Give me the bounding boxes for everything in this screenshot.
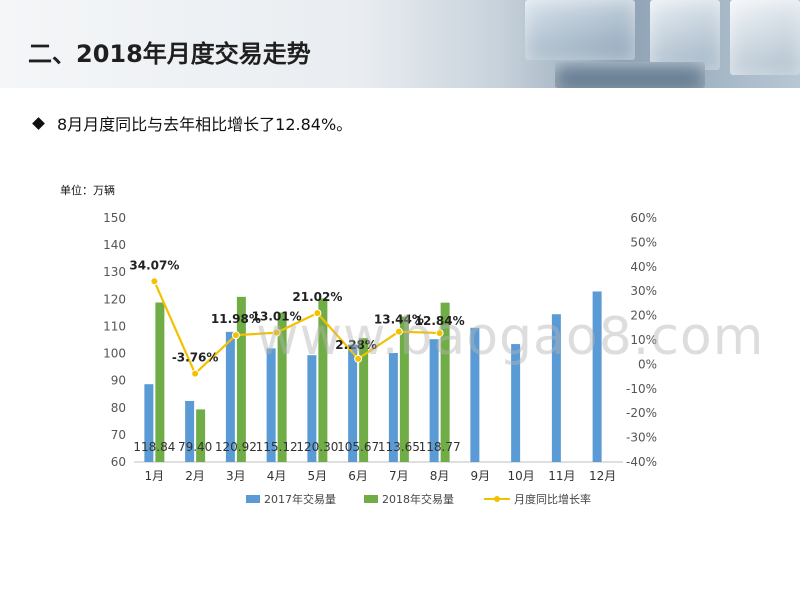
growth-value-label: 21.02% <box>292 290 342 304</box>
right-axis-tick-label: 50% <box>630 235 657 249</box>
x-axis-tick-label: 3月 <box>226 469 246 483</box>
x-axis-tick-label: 6月 <box>348 469 368 483</box>
growth-line <box>153 280 440 376</box>
bullet-text: 8月月度同比与去年相比增长了12.84%。 <box>57 115 353 134</box>
bar-2017 <box>307 355 317 462</box>
growth-point <box>435 329 444 338</box>
left-axis-tick-label: 140 <box>103 238 126 252</box>
bar-value-label: 120.30 <box>296 440 338 454</box>
legend-label: 2018年交易量 <box>382 492 454 506</box>
x-axis-tick-label: 4月 <box>267 469 287 483</box>
chart-container: 60 70 80 90 100 110 120 130 140 150 -40% -30% -20% -1… <box>96 200 676 522</box>
legend-label: 月度同比增长率 <box>514 492 591 506</box>
x-axis-tick-label: 12月 <box>589 469 616 483</box>
legend-swatch <box>246 495 260 503</box>
right-axis-tick-label: 20% <box>630 309 657 323</box>
right-axis-tick-label: 0% <box>638 357 657 371</box>
left-axis-tick-label: 70 <box>111 428 126 442</box>
bar-2017 <box>470 327 480 462</box>
bar-2017 <box>266 348 276 462</box>
right-axis-tick-label: 10% <box>630 333 657 347</box>
x-axis-tick-label: 8月 <box>430 469 450 483</box>
bar-2018 <box>399 316 409 462</box>
left-axis-tick-label: 150 <box>103 211 126 225</box>
bar-2017 <box>348 344 358 462</box>
bar-2017 <box>225 331 235 462</box>
right-axis-tick-label: 40% <box>630 260 657 274</box>
bar-2018 <box>318 298 328 462</box>
x-axis-tick-label: 10月 <box>507 469 534 483</box>
unit-label: 单位：万辆 <box>60 184 115 197</box>
bar-value-label: 118.84 <box>133 440 175 454</box>
bar-2018 <box>440 302 450 462</box>
right-axis-tick-label: -30% <box>626 431 657 445</box>
growth-value-label: 34.07% <box>129 258 179 272</box>
decor-cube <box>525 0 635 60</box>
right-axis-tick-label: -20% <box>626 406 657 420</box>
bar-value-label: 115.12 <box>256 440 298 454</box>
growth-value-label: 12.84% <box>415 314 465 328</box>
bar-value-label: 105.67 <box>337 440 379 454</box>
decor-cube <box>555 62 705 88</box>
bar-2018 <box>196 409 206 462</box>
growth-value-label: 13.44% <box>374 313 424 327</box>
right-axis-tick-label: 30% <box>630 284 657 298</box>
growth-value-label: 11.98% <box>211 312 261 326</box>
growth-point <box>354 354 363 363</box>
right-axis-tick-label: -10% <box>626 382 657 396</box>
x-axis-tick-label: 11月 <box>548 469 575 483</box>
legend-label: 2017年交易量 <box>264 492 336 506</box>
bar-2017 <box>144 384 154 462</box>
bar-2017 <box>388 353 398 462</box>
growth-value-label: 2.28% <box>335 338 377 352</box>
growth-point <box>313 309 322 318</box>
bar-2018 <box>236 296 246 462</box>
growth-point <box>394 327 403 336</box>
x-axis-tick-label: 9月 <box>471 469 491 483</box>
legend-swatch-marker <box>494 496 500 502</box>
bar-2017 <box>592 291 602 462</box>
bar-value-label: 118.77 <box>419 440 461 454</box>
bar-value-label: 79.40 <box>178 440 212 454</box>
bar-2017 <box>551 314 561 462</box>
left-axis-tick-label: 80 <box>111 401 126 415</box>
left-axis-tick-label: 90 <box>111 374 126 388</box>
growth-value-label: -3.76% <box>172 351 219 365</box>
bar-value-label: 120.92 <box>215 440 257 454</box>
growth-point <box>150 277 159 286</box>
bar-value-label: 113.65 <box>378 440 420 454</box>
x-axis-tick-label: 5月 <box>308 469 328 483</box>
x-axis-tick-label: 2月 <box>185 469 205 483</box>
bar-2018 <box>359 338 369 462</box>
legend-swatch <box>364 495 378 503</box>
page-title: 二、2018年月度交易走势 <box>28 40 311 68</box>
decor-cube <box>650 0 720 70</box>
bullet-point: 8月月度同比与去年相比增长了12.84%。 <box>32 111 353 135</box>
x-axis-tick-label: 7月 <box>389 469 409 483</box>
x-axis-tick-label: 1月 <box>145 469 165 483</box>
left-axis-tick-label: 120 <box>103 292 126 306</box>
left-axis-tick-label: 100 <box>103 347 126 361</box>
bar-2017 <box>429 339 439 462</box>
left-axis-tick-label: 60 <box>111 455 126 469</box>
left-axis-tick-label: 110 <box>103 319 126 333</box>
growth-point <box>231 331 240 340</box>
bar-2017 <box>185 401 195 462</box>
right-axis-tick-label: -40% <box>626 455 657 469</box>
bar-2018 <box>277 312 287 462</box>
header-photo <box>515 0 800 88</box>
bar-2018 <box>155 302 165 462</box>
bar-2017 <box>511 344 521 462</box>
right-axis-tick-label: 60% <box>630 211 657 225</box>
combo-chart: 60 70 80 90 100 110 120 130 140 150 -40% -30% -20% -1… <box>103 211 657 506</box>
decor-cube <box>730 0 800 75</box>
growth-point <box>272 328 281 337</box>
diamond-bullet-icon <box>32 117 45 130</box>
growth-value-label: 13.01% <box>252 310 302 324</box>
left-axis-tick-label: 130 <box>103 265 126 279</box>
growth-point <box>191 369 200 378</box>
